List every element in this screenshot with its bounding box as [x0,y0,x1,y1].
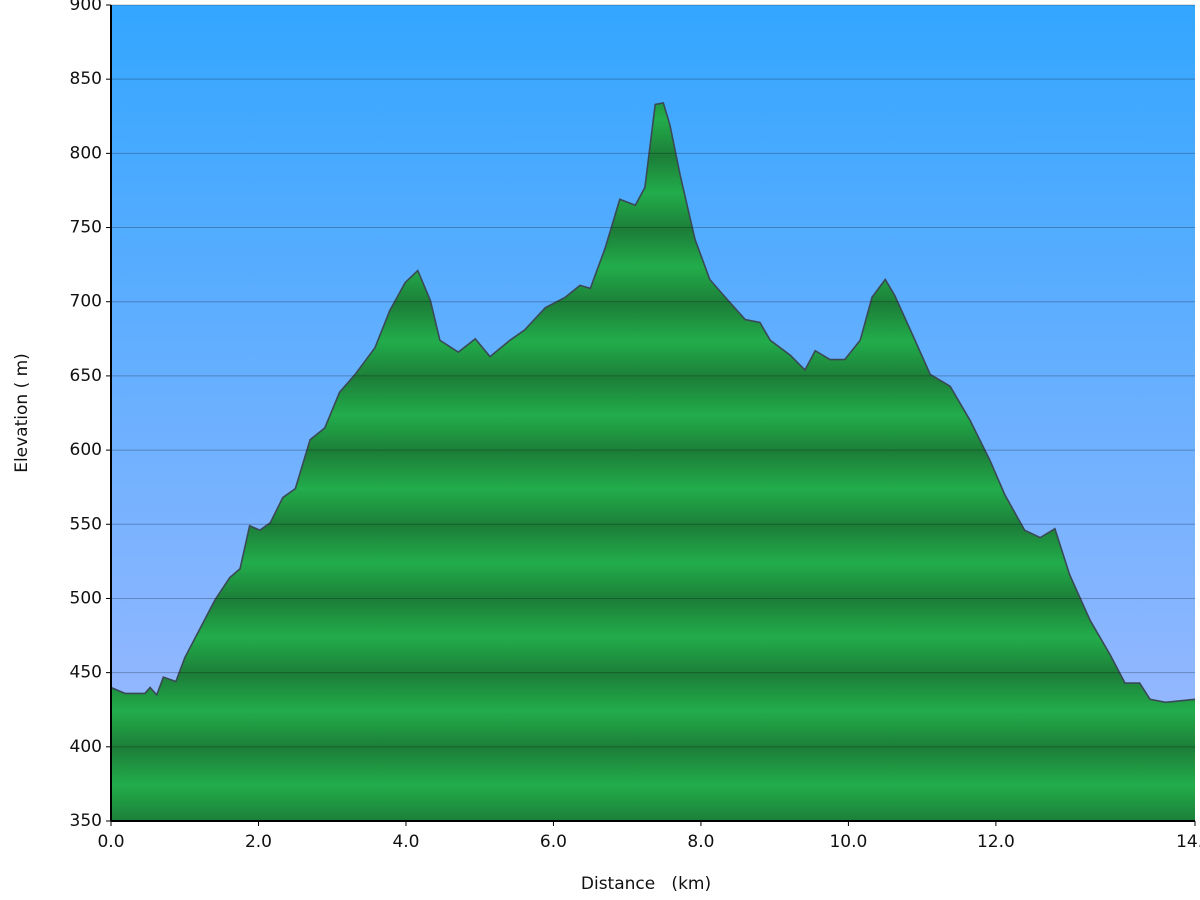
x-tick-label: 12.0 [977,832,1015,852]
y-tick-label: 900 [70,0,102,15]
elevation-outline [110,102,1196,704]
x-tick-label: 6.0 [540,832,567,852]
y-tick-label: 650 [70,366,102,386]
y-tick-label: 500 [70,588,102,608]
x-axis-label: Distance (km) [581,874,711,894]
y-tick-label: 800 [70,143,102,163]
x-tick-label: 8.0 [687,832,714,852]
x-tick-label: 4.0 [392,832,419,852]
y-tick-label: 750 [70,218,102,238]
x-tick-label: 14.7 [1176,832,1200,852]
y-tick-label: 400 [70,737,102,757]
y-tick-label: 850 [70,69,102,89]
y-tick-label: 450 [70,663,102,683]
y-tick-label: 600 [70,440,102,460]
y-axis-label: Elevation ( m) [12,353,32,473]
y-tick-label: 550 [70,514,102,534]
x-tick-label: 0.0 [97,832,124,852]
x-tick-label: 2.0 [245,832,272,852]
x-tick-label: 10.0 [829,832,867,852]
y-tick-label: 700 [70,292,102,312]
y-tick-label: 350 [70,811,102,831]
elevation-area [111,102,1195,822]
